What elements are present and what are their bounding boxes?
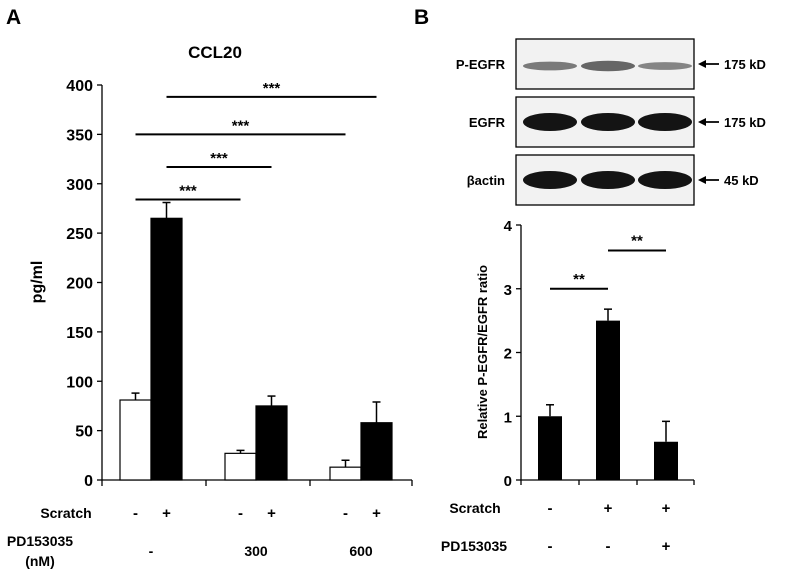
y-tick-label-b: 3 [504,282,512,299]
significance-label-b: ** [573,271,585,288]
blot-row-label: EGFR [469,115,506,130]
blot-band [638,113,692,131]
treatment-row-label-a: PD153035 [7,533,73,549]
significance-label-a: *** [263,80,281,97]
chart-b-ylabel: Relative P-EGFR/EGFR ratio [475,265,490,439]
arrow-icon [698,60,706,68]
treatment-label-a: 300 [244,543,268,559]
y-tick-label-a: 50 [75,424,93,441]
bar-a [255,405,288,481]
blot-size-label: 175 kD [724,115,766,130]
bar-b [654,441,678,480]
panel-b-letter: B [414,6,429,29]
chart-a-ylabel: pg/ml [29,261,46,304]
scratch-sign-b: - [548,500,553,517]
bar-a [360,422,393,481]
bar-a [150,217,183,481]
chart-a-title: CCL20 [188,43,242,62]
y-tick-label-a: 150 [66,325,93,342]
y-tick-label-b: 4 [504,218,513,235]
blot-band [523,171,577,189]
y-tick-label-a: 400 [66,78,93,95]
y-tick-label-a: 300 [66,177,93,194]
significance-label-a: *** [210,150,228,167]
blot-band [523,113,577,131]
treatment-sign-b: + [662,538,671,555]
y-tick-label-b: 1 [504,409,512,426]
y-tick-label-a: 350 [66,127,93,144]
scratch-sign-a: - [343,505,348,522]
treatment-row-label-b: PD153035 [441,538,507,554]
blot-band [638,171,692,189]
blot-size-label: 45 kD [724,173,759,188]
significance-label-b: ** [631,233,643,250]
blot-band [638,62,692,70]
scratch-sign-a: - [133,505,138,522]
treatment-label-a: - [149,543,154,559]
y-tick-label-b: 0 [504,473,512,490]
blot-band [581,171,635,189]
ccl20-chart: CCL20 pg/ml Scratch PD153035 (nM) 0 50 100… [7,43,413,569]
y-tick-label-b: 2 [504,346,512,363]
significance-label-a: *** [179,183,197,200]
treatment-sign-b: - [606,538,611,555]
scratch-sign-a: + [372,505,381,522]
egfr-ratio-chart: Relative P-EGFR/EGFR ratio Scratch PD153… [441,218,695,555]
scratch-sign-a: + [267,505,276,522]
blot-size-label: 175 kD [724,57,766,72]
scratch-sign-b: + [604,500,613,517]
bar-b [596,320,620,480]
blot-band [581,113,635,131]
bar-a [119,399,152,481]
arrow-icon [698,118,706,126]
western-blot: P-EGFR 175 kD EGFR 175 kD βactin 45 kD [456,38,766,206]
y-tick-label-a: 100 [66,374,93,391]
scratch-row-label-b: Scratch [449,500,500,516]
arrow-icon [698,176,706,184]
scratch-sign-b: + [662,500,671,517]
bar-a [224,452,257,481]
treatment-unit-label-a: (nM) [25,553,55,569]
scratch-sign-a: + [162,505,171,522]
y-tick-label-a: 0 [84,473,93,490]
treatment-sign-b: - [548,538,553,555]
blot-band [523,61,577,71]
scratch-row-label-a: Scratch [40,505,91,521]
bar-a [329,466,362,481]
panel-a-letter: A [6,6,21,29]
blot-row-label: P-EGFR [456,57,506,72]
y-tick-label-a: 200 [66,276,93,293]
scratch-sign-a: - [238,505,243,522]
y-tick-label-a: 250 [66,226,93,243]
blot-band [581,60,635,72]
treatment-label-a: 600 [349,543,373,559]
blot-row-label: βactin [467,173,505,188]
bar-b [538,416,562,480]
significance-label-a: *** [232,117,250,134]
